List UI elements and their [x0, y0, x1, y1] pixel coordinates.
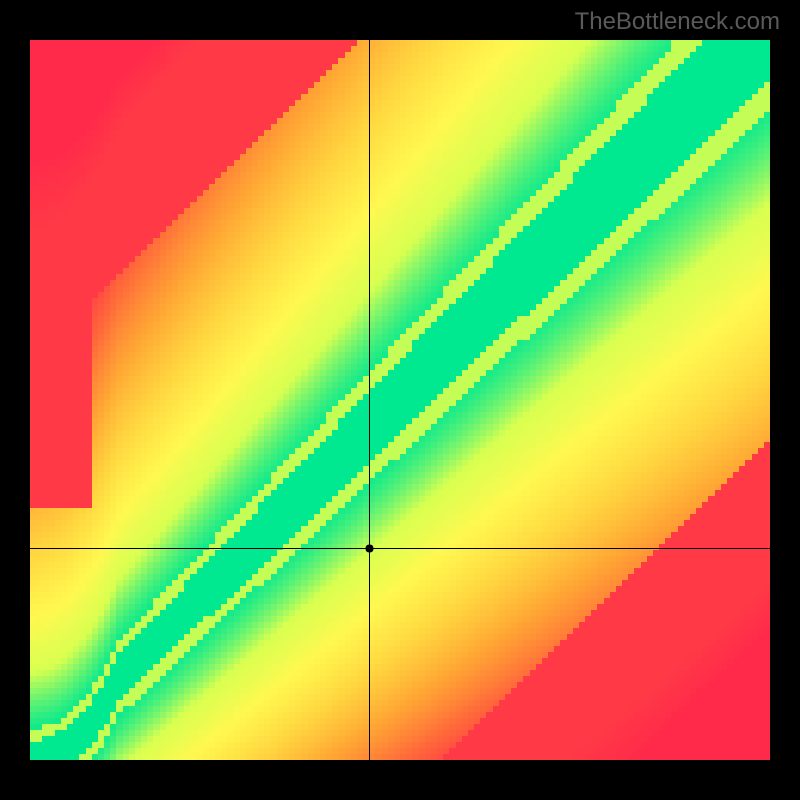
watermark-text: TheBottleneck.com	[575, 8, 780, 36]
chart-container: TheBottleneck.com	[0, 0, 800, 800]
plot-area	[30, 40, 770, 760]
heatmap-canvas	[30, 40, 770, 760]
